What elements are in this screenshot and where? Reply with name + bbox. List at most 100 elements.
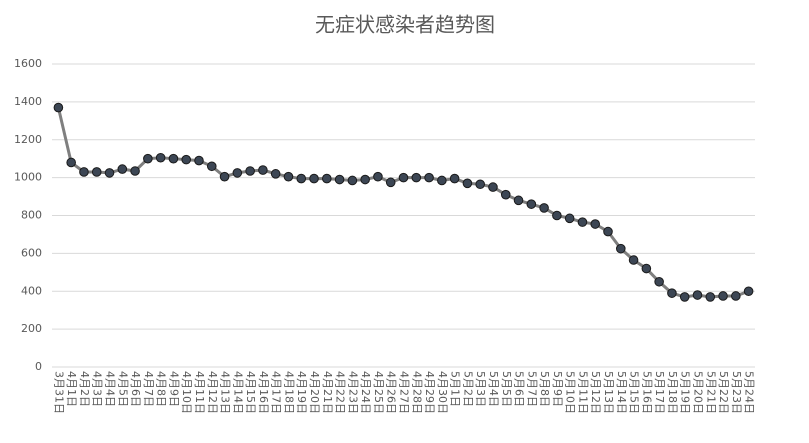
marker: [603, 226, 613, 237]
marker: [526, 199, 537, 209]
marker: [232, 168, 243, 178]
marker: [718, 291, 728, 301]
marker: [91, 167, 102, 177]
y-tick-label: 800: [21, 209, 42, 222]
marker: [194, 155, 204, 166]
x-tick-label: 4月3日: [91, 371, 104, 407]
x-tick-label: 4月11日: [193, 371, 206, 414]
marker: [488, 182, 498, 192]
x-tick-label: 5月24日: [743, 371, 756, 414]
y-tick-label: 200: [21, 322, 42, 335]
marker: [424, 172, 434, 183]
marker: [564, 213, 575, 224]
marker: [245, 166, 255, 176]
marker: [513, 195, 524, 206]
marker: [155, 152, 166, 163]
marker: [398, 172, 409, 183]
x-tick-label: 4月25日: [372, 371, 385, 414]
marker: [309, 173, 319, 184]
x-tick-label: 4月23日: [346, 371, 359, 414]
x-tick-label: 4月4日: [104, 371, 117, 407]
x-tick-label: 4月20日: [308, 371, 321, 414]
marker: [705, 292, 716, 302]
x-tick-label: 4月22日: [334, 371, 347, 414]
x-tick-label: 4月27日: [398, 371, 411, 414]
x-tick-label: 5月13日: [602, 371, 615, 414]
marker: [347, 175, 358, 186]
x-tick-label: 5月22日: [717, 371, 730, 414]
x-tick-label: 4月28日: [410, 371, 423, 414]
marker: [590, 219, 601, 229]
marker: [449, 173, 460, 184]
x-tick-label: 5月5日: [500, 371, 513, 407]
y-tick-label: 0: [35, 360, 42, 373]
y-tick-label: 1600: [14, 57, 42, 70]
marker: [219, 171, 230, 182]
marker: [385, 177, 396, 188]
x-tick-label: 5月10日: [564, 371, 577, 414]
marker: [322, 173, 332, 184]
marker: [654, 276, 664, 287]
x-tick-label: 5月9日: [551, 371, 564, 407]
x-tick-label: 5月21日: [704, 371, 717, 414]
marker: [79, 167, 89, 177]
x-tick-label: 5月15日: [628, 371, 641, 414]
marker: [615, 243, 626, 254]
x-tick-label: 5月14日: [615, 371, 628, 414]
marker: [360, 174, 370, 185]
x-tick-label: 5月12日: [589, 371, 602, 414]
x-tick-label: 4月24日: [359, 371, 372, 414]
marker: [334, 174, 345, 185]
marker: [258, 165, 268, 175]
x-tick-label: 5月17日: [653, 371, 666, 414]
x-tick-label: 5月4日: [487, 371, 500, 407]
x-tick-label: 5月3日: [474, 371, 487, 407]
x-tick-label: 5月11日: [576, 371, 589, 414]
x-tick-label: 4月21日: [321, 371, 334, 414]
marker: [168, 153, 179, 164]
x-tick-label: 5月7日: [525, 371, 538, 407]
marker: [117, 164, 128, 174]
marker: [206, 161, 217, 172]
marker: [628, 255, 639, 265]
x-tick-label: 4月29日: [423, 371, 436, 414]
marker: [296, 173, 307, 184]
x-tick-label: 4月1日: [65, 371, 78, 407]
x-tick-label: 5月18日: [666, 371, 679, 414]
marker: [373, 171, 383, 182]
x-tick-label: 4月14日: [231, 371, 244, 414]
marker: [283, 171, 294, 182]
y-tick-label: 400: [21, 284, 42, 297]
x-tick-label: 4月8日: [155, 371, 168, 407]
x-tick-label: 4月30日: [436, 371, 449, 414]
x-tick-label: 4月9日: [167, 371, 180, 407]
y-tick-label: 1400: [14, 95, 42, 108]
x-tick-label: 5月19日: [679, 371, 692, 414]
x-tick-label: 4月19日: [295, 371, 308, 414]
marker: [53, 102, 64, 113]
y-tick-label: 1000: [14, 171, 42, 184]
x-tick-label: 4月15日: [244, 371, 257, 414]
marker: [500, 189, 511, 200]
x-tick-label: 4月12日: [206, 371, 219, 414]
x-tick-label: 5月2日: [461, 371, 474, 407]
marker: [667, 288, 677, 298]
marker: [475, 179, 485, 190]
x-tick-label: 4月5日: [116, 371, 129, 407]
y-tick-label: 600: [21, 246, 42, 259]
x-tick-label: 4月13日: [219, 371, 232, 414]
x-tick-label: 5月6日: [513, 371, 526, 407]
marker: [552, 210, 562, 221]
marker: [104, 168, 115, 178]
marker: [641, 263, 652, 274]
marker: [692, 290, 703, 300]
marker: [130, 166, 140, 176]
x-tick-label: 3月31日: [52, 371, 65, 414]
x-tick-label: 5月16日: [640, 371, 653, 414]
x-tick-label: 4月26日: [385, 371, 398, 414]
marker: [66, 157, 76, 168]
marker: [679, 292, 690, 302]
marker: [731, 291, 741, 301]
marker: [577, 217, 588, 227]
